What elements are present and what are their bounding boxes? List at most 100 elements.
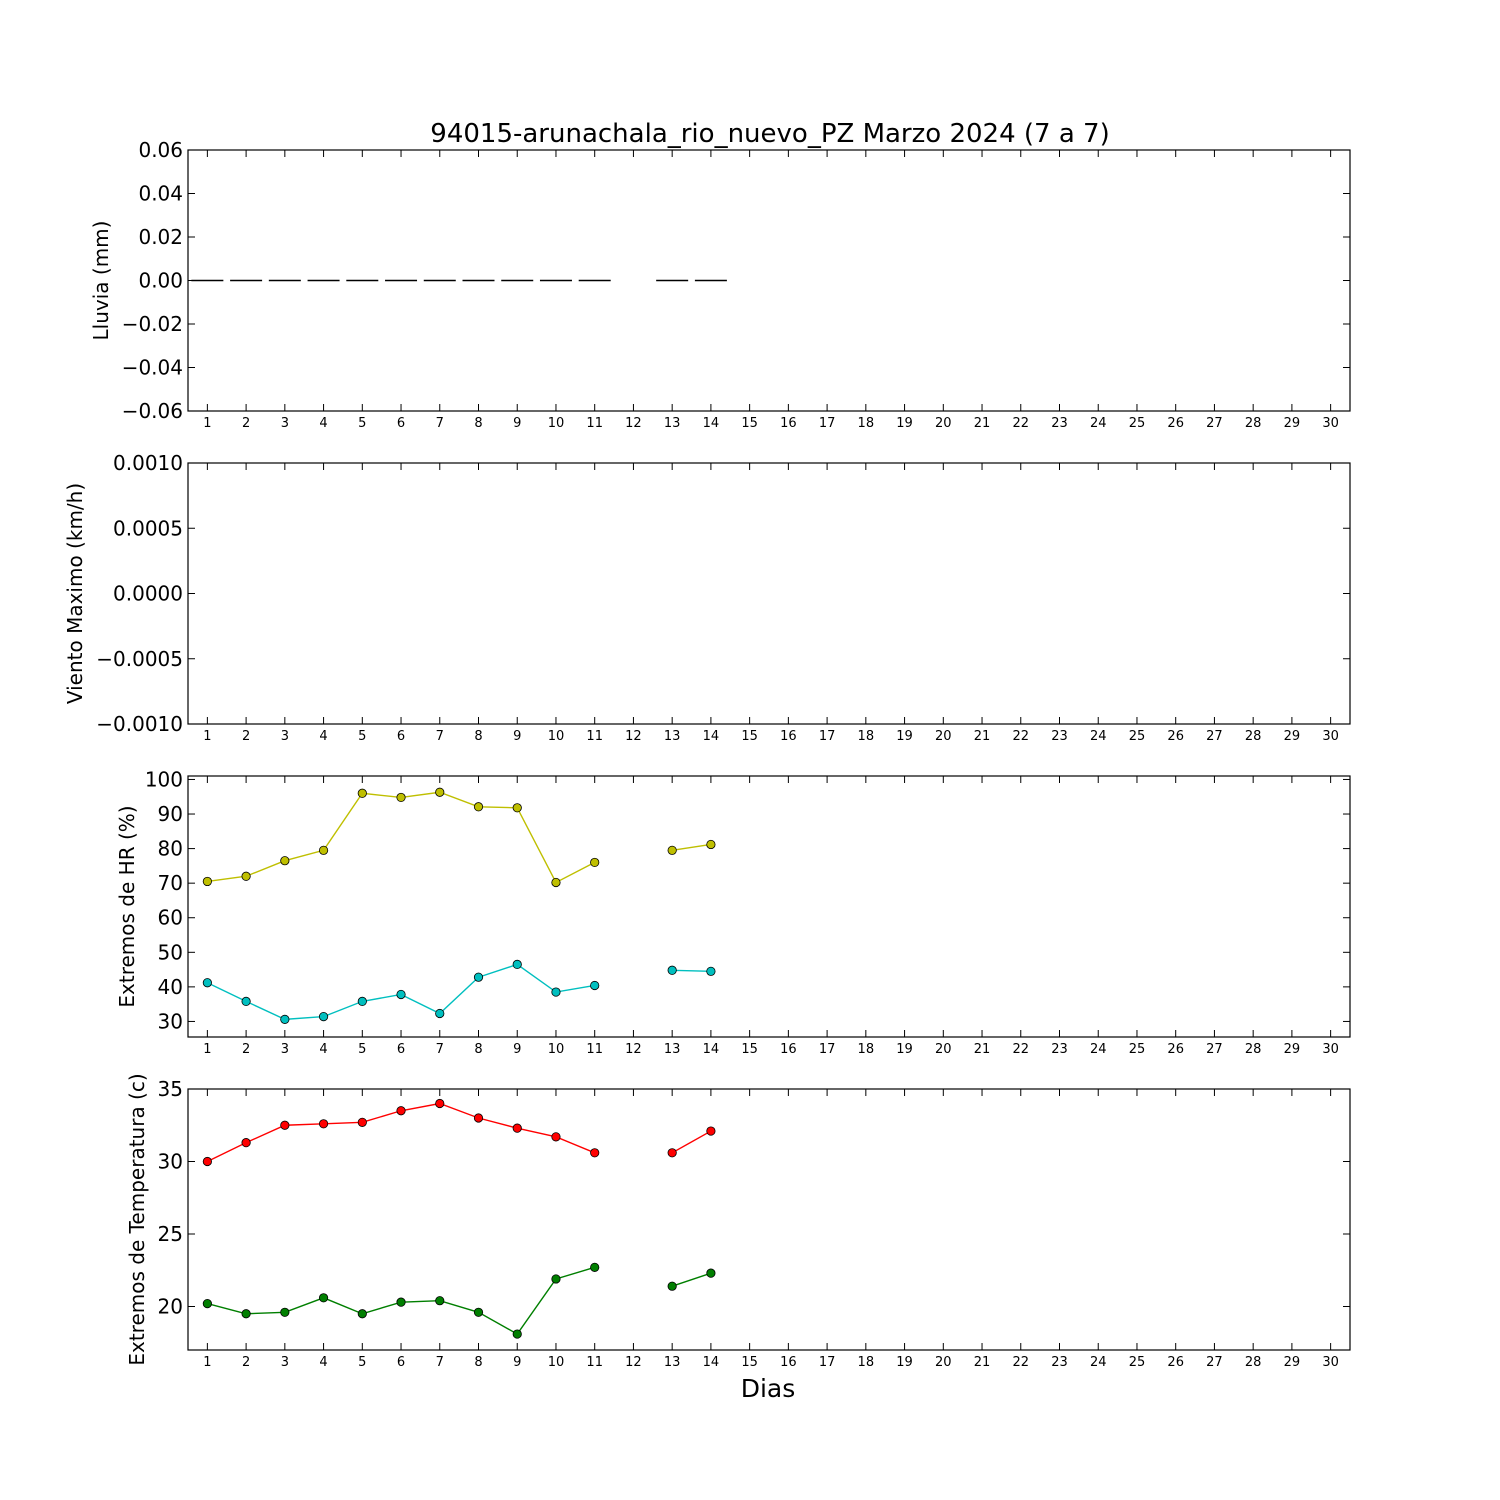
x-tick-label: 26	[1167, 1355, 1184, 1370]
y-tick-label: 90	[158, 802, 183, 826]
x-tick-label: 14	[703, 1042, 720, 1057]
y-axis-label: Extremos de HR (%)	[115, 805, 139, 1007]
x-tick-label: 16	[780, 416, 797, 431]
series-1-point	[396, 1106, 406, 1116]
x-tick-label: 19	[896, 729, 913, 744]
series-1-point	[590, 857, 600, 868]
series-1-point	[202, 1156, 212, 1167]
series-2-point	[435, 1296, 445, 1306]
x-tick-label: 27	[1206, 416, 1223, 431]
x-tick-label: 16	[780, 1355, 797, 1370]
series-2-point	[396, 989, 406, 1000]
x-tick-label: 6	[397, 1042, 405, 1057]
series-2-point	[396, 1297, 406, 1307]
x-tick-label: 17	[819, 1042, 836, 1057]
y-tick-label: 0.0010	[113, 451, 183, 475]
x-tick-label: 26	[1167, 1042, 1184, 1057]
x-tick-label: 19	[896, 1042, 913, 1057]
series-1-point	[590, 1148, 600, 1158]
x-tick-label: 8	[474, 1355, 482, 1370]
x-tick-label: 23	[1051, 1042, 1068, 1057]
x-tick-label: 30	[1322, 1355, 1339, 1370]
x-tick-label: 13	[664, 1355, 681, 1370]
series-2-point	[706, 966, 716, 976]
panel-1: 0.060.040.020.00−0.02−0.04−0.061 2 3 4 5 6 7 8 9…	[89, 138, 1351, 431]
series-1-point	[280, 1120, 290, 1130]
x-tick-label: 14	[703, 1355, 720, 1370]
y-tick-label: −0.02	[122, 312, 183, 336]
y-axis-label: Viento Maximo (km/h)	[63, 483, 87, 704]
x-tick-label: 27	[1206, 729, 1223, 744]
series-1-point	[241, 871, 251, 881]
x-tick-label: 10	[548, 416, 565, 431]
x-tick-label: 16	[780, 729, 797, 744]
y-axis-label: Lluvia (mm)	[89, 221, 113, 341]
plot-frame	[187, 1088, 1351, 1351]
x-tick-label: 20	[935, 729, 952, 744]
y-tick-label: 35	[158, 1077, 183, 1101]
x-tick-label: 13	[664, 729, 681, 744]
y-tick-label: 25	[158, 1222, 183, 1246]
x-tick-label: 4	[319, 1355, 327, 1370]
x-tick-label: 5	[358, 1042, 366, 1057]
series-2-point	[512, 1329, 522, 1339]
series-2-point	[318, 1012, 329, 1022]
x-tick-label: 18	[858, 1042, 875, 1057]
x-tick-label: 25	[1129, 1355, 1146, 1370]
panels: 0.060.040.020.00−0.02−0.04−0.061 2 3 4 5 6 7 8 9…	[63, 138, 1351, 1370]
x-tick-label: 26	[1167, 729, 1184, 744]
x-tick-label: 15	[741, 1042, 758, 1057]
series-1-point	[396, 792, 406, 803]
series-1-point	[241, 1138, 251, 1148]
x-tick-label: 1	[203, 1042, 211, 1057]
x-tick-label: 22	[1012, 416, 1029, 431]
series-1-point	[280, 856, 290, 866]
x-tick-label: 29	[1284, 1355, 1301, 1370]
x-tick-label: 29	[1284, 1042, 1301, 1057]
y-tick-label: 30	[158, 1150, 183, 1174]
x-tick-label: 6	[397, 729, 405, 744]
x-tick-label: 23	[1051, 729, 1068, 744]
series-1-point	[435, 787, 445, 797]
x-tick-label: 2	[242, 729, 250, 744]
series-2-line	[672, 969, 711, 973]
x-tick-label: 2	[242, 416, 250, 431]
x-tick-label: 20	[935, 1355, 952, 1370]
series-2-point	[280, 1014, 290, 1024]
x-tick-label: 21	[974, 1355, 991, 1370]
series-1-point	[667, 1148, 677, 1158]
x-tick-label: 30	[1322, 729, 1339, 744]
x-tick-label: 25	[1129, 416, 1146, 431]
series-1-point	[318, 845, 329, 855]
x-tick-label: 7	[436, 1042, 444, 1057]
y-tick-label: 100	[145, 767, 183, 791]
y-tick-label: 30	[158, 1009, 183, 1033]
series-2-point	[318, 1293, 329, 1303]
series-2-point	[667, 1281, 677, 1291]
x-tick-label: 18	[858, 1355, 875, 1370]
x-tick-label: 14	[703, 729, 720, 744]
x-tick-label: 30	[1322, 1042, 1339, 1057]
x-tick-label: 12	[625, 1355, 642, 1370]
x-tick-label: 5	[358, 729, 366, 744]
x-tick-label: 5	[358, 416, 366, 431]
y-tick-label: 80	[158, 837, 183, 861]
y-tick-label: 40	[158, 975, 183, 999]
series-1-point	[435, 1098, 445, 1109]
x-tick-label: 11	[586, 416, 603, 431]
x-tick-label: 8	[474, 729, 482, 744]
x-tick-label: 9	[513, 1042, 521, 1057]
series-1-point	[706, 1126, 716, 1136]
x-tick-label: 25	[1129, 1042, 1146, 1057]
x-tick-label: 21	[974, 1042, 991, 1057]
series-2-point	[551, 1274, 561, 1284]
y-tick-label: −0.06	[122, 399, 183, 423]
series-2-point	[512, 959, 522, 970]
x-tick-label: 3	[281, 1355, 289, 1370]
series-1-point	[551, 1132, 561, 1142]
x-tick-label: 1	[203, 416, 211, 431]
x-tick-label: 2	[242, 1042, 250, 1057]
x-tick-label: 7	[436, 416, 444, 431]
x-tick-label: 22	[1012, 1042, 1029, 1057]
